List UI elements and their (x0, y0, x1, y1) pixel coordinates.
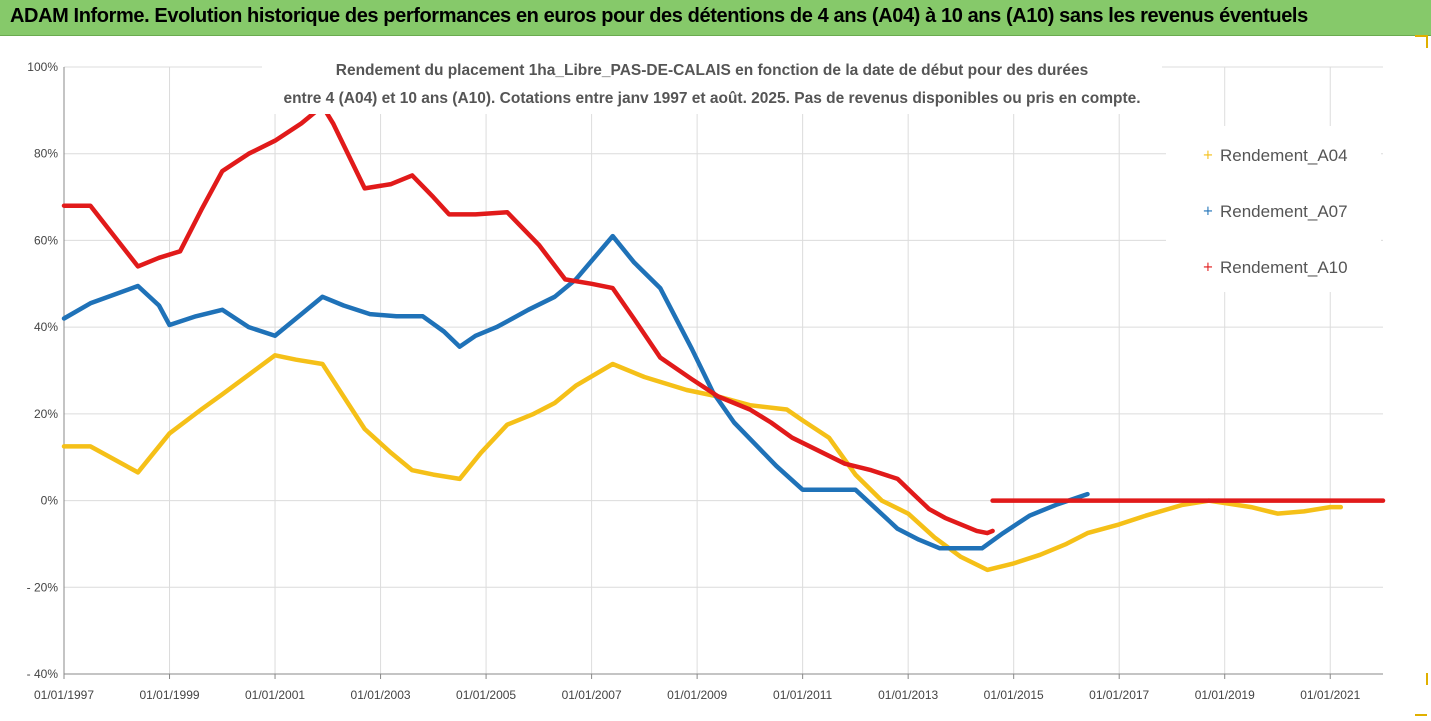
y-tick-label: - 20% (27, 580, 59, 594)
x-tick-label: 01/01/1999 (139, 688, 199, 702)
page-title: ADAM Informe. Evolution historique des p… (10, 5, 1308, 27)
chart-title-line-1: Rendement du placement 1ha_Libre_PAS-DE-… (336, 62, 1088, 79)
y-tick-label: 80% (34, 147, 58, 161)
y-tick-label: 40% (34, 320, 58, 334)
legend-marker: + (1203, 260, 1214, 275)
legend-marker: + (1203, 204, 1214, 219)
x-axis: 01/01/1997 01/01/1999 01/01/2001 01/01/2003… (34, 673, 1383, 702)
x-tick-label: 01/01/2015 (984, 688, 1044, 702)
chart-title-line-2: entre 4 (A04) et 10 ans (A10). Cotations… (283, 90, 1140, 107)
x-tick-label: 01/01/2013 (878, 688, 938, 702)
series-line-0 (61, 353, 1344, 573)
legend: + Rendement_A04 + Rendement_A07 + Rendement_A… (1203, 146, 1348, 277)
x-tick-label: 01/01/2011 (773, 688, 832, 702)
legend-marker: + (1203, 148, 1214, 163)
y-tick-label: 0% (41, 494, 59, 508)
frame-corner-top-right (1415, 35, 1428, 48)
x-tick-label: 01/01/2017 (1089, 688, 1149, 702)
x-tick-label: 01/01/2003 (351, 688, 411, 702)
y-tick-label: 20% (34, 407, 58, 421)
legend-label: Rendement_A04 (1220, 146, 1348, 165)
y-tick-label: - 40% (27, 667, 59, 681)
series-line-1 (61, 233, 1090, 551)
legend-label: Rendement_A10 (1220, 258, 1348, 277)
y-tick-label: 100% (27, 60, 58, 74)
x-tick-label: 01/01/2009 (667, 688, 727, 702)
x-tick-label: 01/01/2019 (1195, 688, 1255, 702)
y-axis: 100% 80% 60% 40% 20% 0% - 20% - 40% (27, 60, 65, 681)
legend-label: Rendement_A07 (1220, 202, 1348, 221)
x-tick-label: 01/01/2005 (456, 688, 516, 702)
chart-title-box (262, 52, 1162, 114)
y-tick-label: 60% (34, 233, 58, 247)
header-banner: ADAM Informe. Evolution historique des p… (0, 0, 1431, 36)
legend-box (1166, 126, 1381, 292)
x-tick-label: 01/01/2001 (245, 688, 305, 702)
series-layer (61, 103, 1386, 573)
series-line-2 (61, 103, 995, 536)
x-tick-label: 01/01/2007 (562, 688, 622, 702)
x-tick-label: 01/01/1997 (34, 688, 94, 702)
x-tick-label: 01/01/2021 (1300, 688, 1360, 702)
